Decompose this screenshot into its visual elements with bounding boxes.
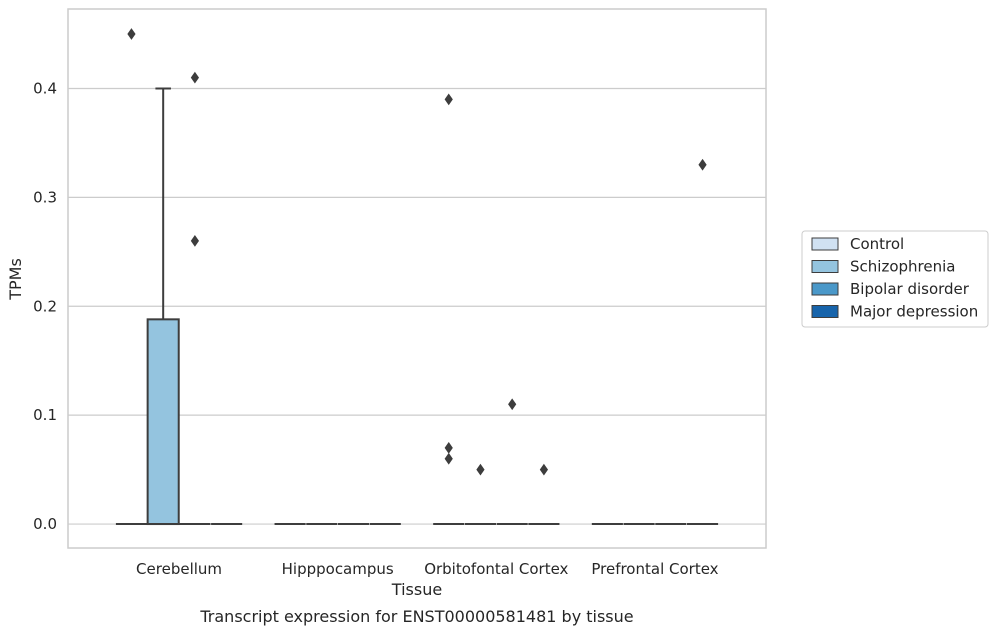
legend-frame xyxy=(801,230,989,328)
outlier-point xyxy=(127,28,136,40)
plot-frame xyxy=(67,8,767,549)
y-axis-title: TPMs xyxy=(6,258,25,301)
y-tick-labels: 0.0 0.1 0.2 0.3 0.4 xyxy=(33,79,57,533)
legend-swatch xyxy=(811,260,839,273)
outlier-point xyxy=(508,398,517,411)
flier-layer xyxy=(127,28,707,476)
legend-swatch xyxy=(811,282,839,296)
legend-swatch xyxy=(811,305,839,318)
outlier-point xyxy=(444,441,453,454)
y-tick-label: 0.1 xyxy=(33,406,57,424)
x-tick-labels: Cerebellum Hipppocampus Orbitofontal Corte… xyxy=(136,560,719,578)
y-tick-label: 0.4 xyxy=(33,79,57,97)
y-tick-label: 0.0 xyxy=(33,515,57,533)
x-axis-title: Tissue xyxy=(391,580,442,599)
legend: Control Schizophrenia Bipolar disorder Majo… xyxy=(801,230,989,328)
outlier-point xyxy=(444,452,453,465)
legend-label: Bipolar disorder xyxy=(850,280,970,298)
x-tick-label: Hipppocampus xyxy=(282,560,394,578)
y-tick-label: 0.2 xyxy=(33,297,57,315)
box-0-1 xyxy=(146,87,180,526)
outlier-point xyxy=(539,463,549,476)
box-body xyxy=(146,318,180,526)
outlier-point xyxy=(444,93,453,106)
box-layer xyxy=(115,87,719,526)
outlier-point xyxy=(190,235,200,247)
x-tick-label: Orbitofontal Cortex xyxy=(424,560,568,578)
y-tick-label: 0.3 xyxy=(33,188,57,206)
outlier-point xyxy=(190,71,200,84)
legend-swatch xyxy=(811,237,839,251)
legend-label: Major depression xyxy=(850,303,978,321)
outlier-point xyxy=(476,463,485,476)
legend-label: Schizophrenia xyxy=(850,258,955,276)
legend-label: Control xyxy=(850,235,904,253)
outlier-point xyxy=(698,158,707,171)
chart-caption: Transcript expression for ENST0000058148… xyxy=(199,607,633,626)
x-tick-label: Cerebellum xyxy=(136,560,222,578)
x-tick-label: Prefrontal Cortex xyxy=(591,560,718,578)
